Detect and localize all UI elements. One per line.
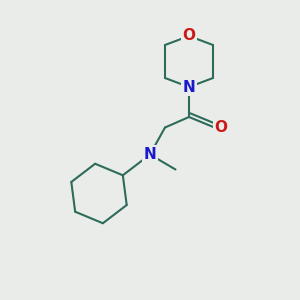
Text: O: O: [182, 28, 196, 44]
Text: N: N: [144, 147, 156, 162]
Text: O: O: [214, 120, 228, 135]
Text: N: N: [183, 80, 195, 94]
